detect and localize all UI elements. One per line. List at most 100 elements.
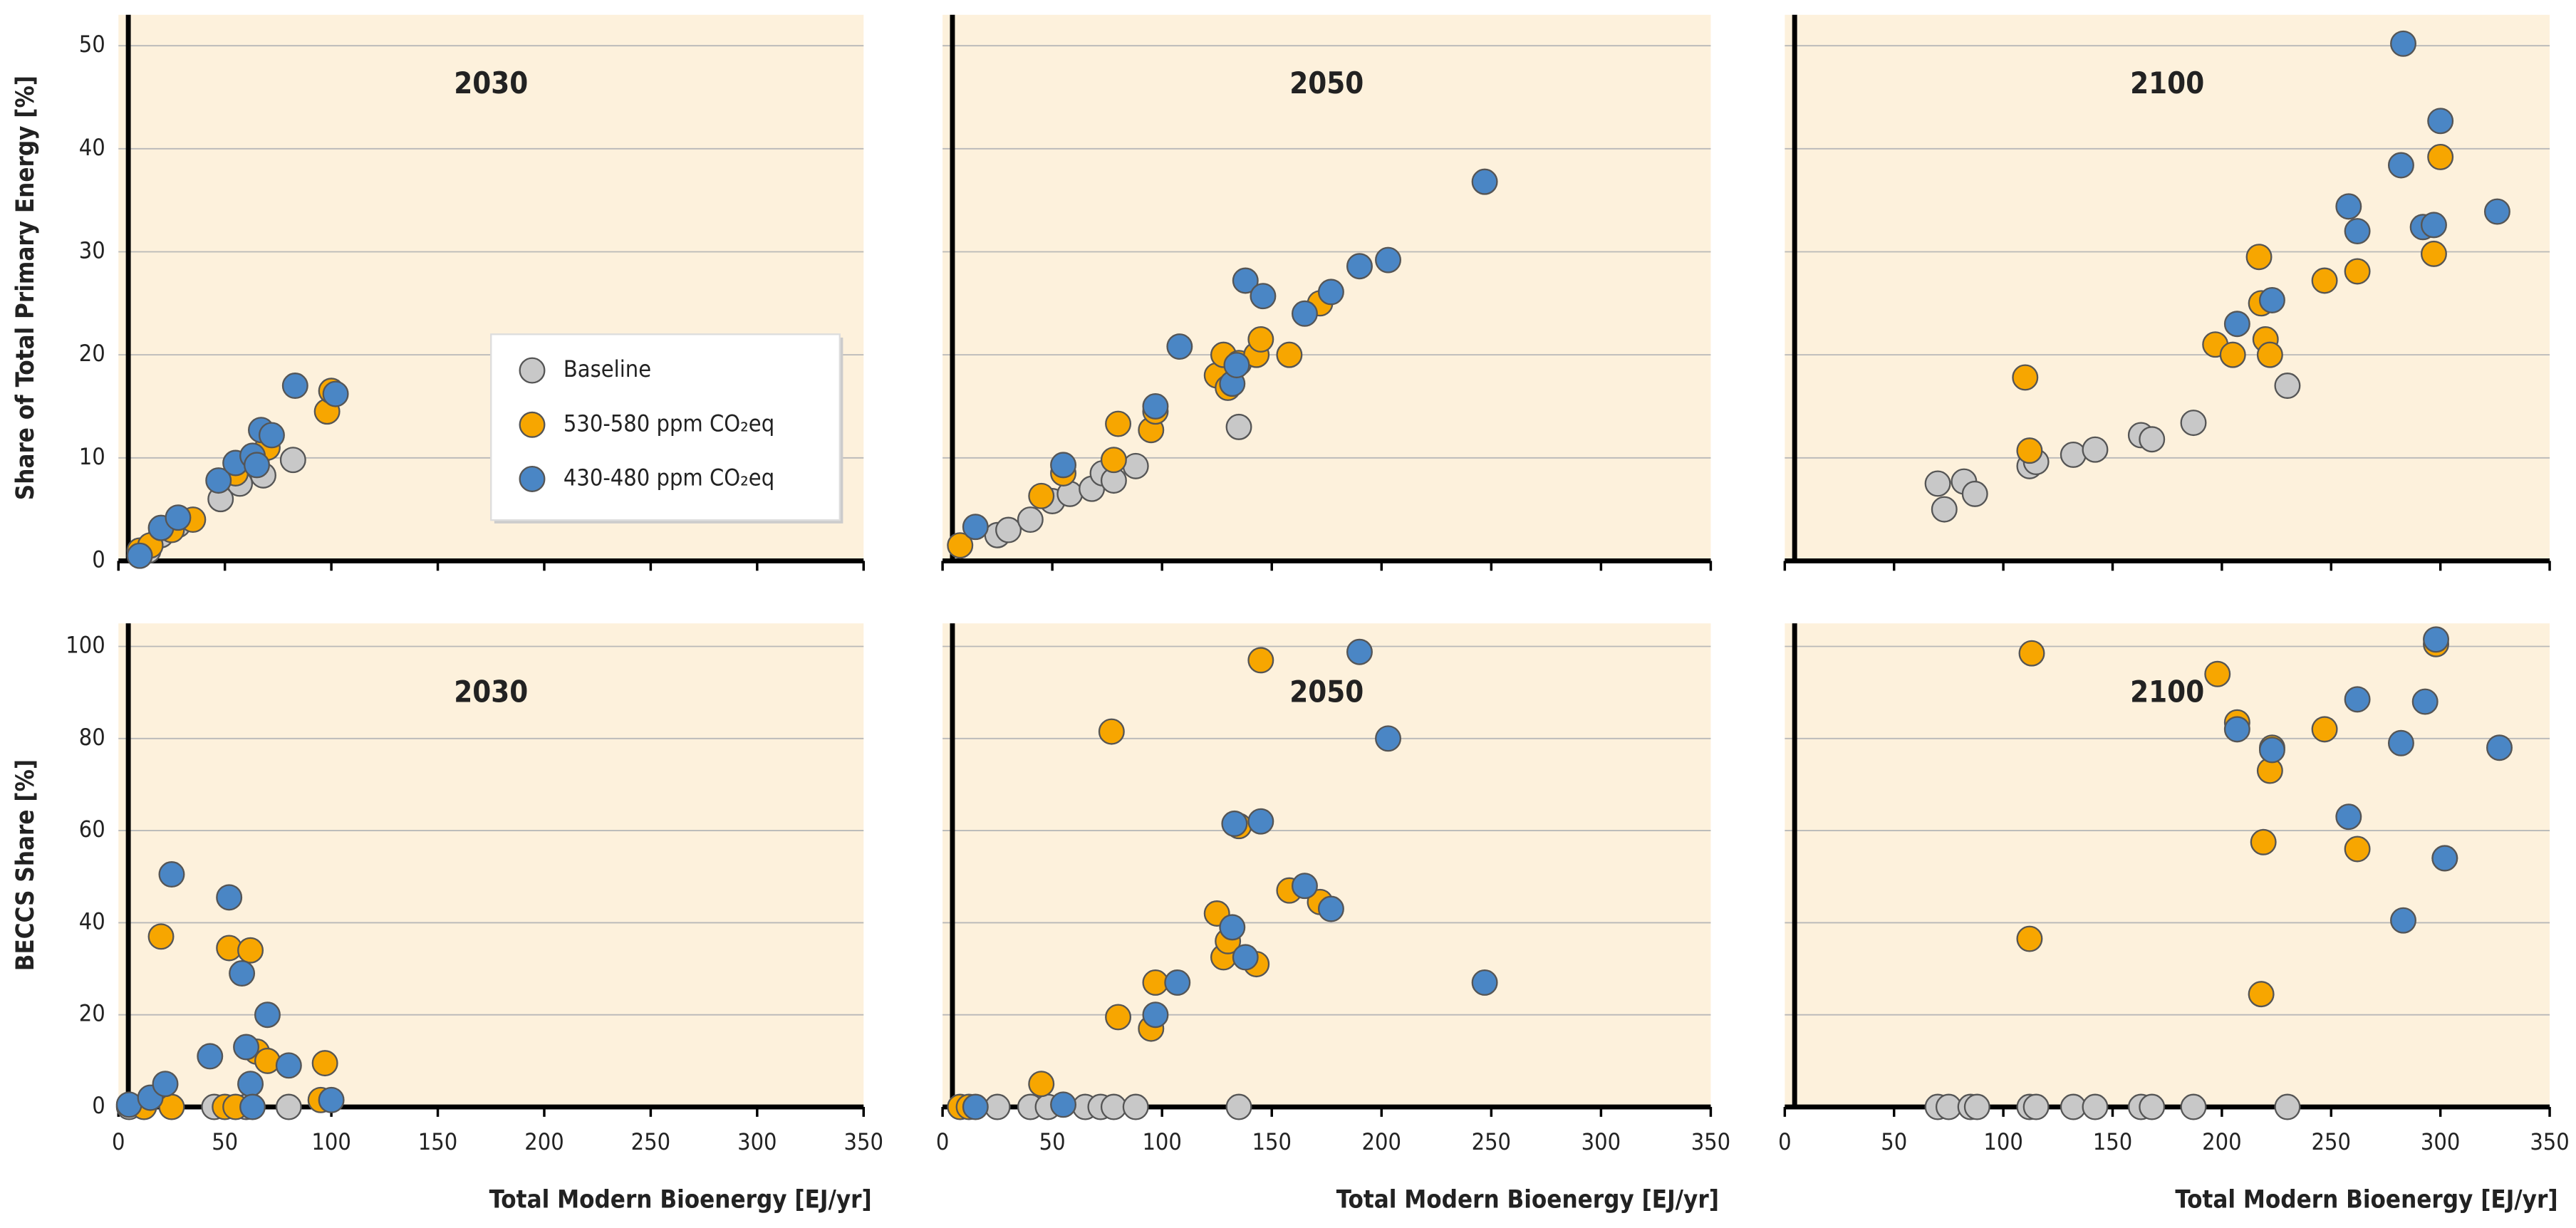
data-point: [322, 380, 349, 407]
x-tick-label: 100: [311, 1128, 350, 1155]
data-point: [2335, 193, 2362, 220]
x-tick-label: 150: [2093, 1128, 2132, 1155]
panel-title: 2030: [454, 66, 528, 100]
data-point: [152, 1071, 179, 1098]
x-tick-label: 250: [631, 1128, 670, 1155]
data-point: [1142, 1001, 1169, 1029]
y-tick-label: 0: [92, 546, 105, 573]
data-point: [1935, 1093, 1962, 1120]
data-point: [2256, 341, 2283, 368]
data-point: [1247, 326, 1274, 353]
data-point: [1098, 718, 1125, 745]
data-point: [1931, 496, 1958, 523]
data-point: [1122, 1093, 1149, 1120]
y-tick-label: 100: [66, 631, 105, 658]
data-point: [2180, 410, 2207, 437]
x-tick-label: 0: [936, 1128, 950, 1155]
x-tick-label: 50: [1881, 1128, 1907, 1155]
data-point: [1225, 413, 1252, 440]
data-point: [995, 516, 1022, 543]
data-point: [1050, 1091, 1077, 1118]
data-point: [1471, 168, 1498, 195]
y-tick-label: 0: [92, 1092, 105, 1119]
data-point: [2387, 152, 2414, 179]
data-point: [2335, 803, 2362, 831]
y-tick-label: 10: [79, 443, 105, 470]
data-point: [244, 452, 270, 479]
panel-title: 2100: [2130, 674, 2204, 709]
data-point: [2258, 286, 2285, 313]
y-tick-label: 30: [79, 236, 105, 264]
data-point: [1250, 283, 1277, 310]
x-tick-label: 100: [1142, 1128, 1181, 1155]
data-point: [126, 542, 153, 569]
y-axis-label: Share of Total Primary Energy [%]: [11, 76, 40, 500]
data-point: [1346, 253, 1373, 280]
data-point: [311, 1050, 338, 1077]
data-point: [2311, 267, 2338, 294]
data-point: [2483, 198, 2510, 225]
plot-background: [942, 623, 1711, 1108]
data-point: [237, 937, 264, 964]
data-point: [1924, 470, 1951, 497]
data-point: [239, 1093, 266, 1120]
x-tick-label: 350: [844, 1128, 883, 1155]
data-point: [1050, 452, 1077, 479]
plot-background: [118, 623, 864, 1108]
data-point: [1317, 279, 1344, 306]
data-point: [205, 467, 232, 494]
data-point: [2060, 1093, 2087, 1120]
y-tick-label: 40: [79, 134, 105, 161]
data-point: [2311, 716, 2338, 743]
legend-box: [490, 333, 841, 521]
data-point: [2427, 108, 2454, 135]
data-point: [2219, 341, 2246, 368]
data-point: [1375, 725, 1402, 752]
data-point: [147, 923, 175, 950]
legend-label: 430-480 ppm CO₂eq: [564, 464, 774, 491]
data-point: [2420, 212, 2447, 239]
data-point: [2427, 143, 2454, 170]
y-tick-label: 40: [79, 907, 105, 935]
panel-title: 2030: [454, 674, 528, 709]
x-tick-label: 0: [112, 1128, 125, 1155]
data-point: [254, 1047, 281, 1074]
data-point: [2423, 626, 2450, 653]
data-point: [962, 1093, 989, 1120]
legend-marker: [519, 411, 546, 438]
data-point: [318, 1086, 345, 1113]
data-point: [237, 1071, 264, 1098]
data-point: [1276, 341, 1303, 368]
data-point: [1223, 352, 1250, 379]
data-point: [1122, 452, 1149, 479]
x-axis-label: Total Modern Bioenergy [EJ/yr]: [489, 1186, 872, 1214]
y-axis-label: BECCS Share [%]: [11, 759, 40, 971]
data-point: [2344, 218, 2371, 245]
data-point: [1291, 873, 1318, 900]
x-tick-label: 250: [1472, 1128, 1511, 1155]
data-point: [1247, 808, 1274, 835]
data-point: [258, 422, 285, 449]
x-axis-label: Total Modern Bioenergy [EJ/yr]: [2175, 1186, 2557, 1214]
data-point: [1105, 1004, 1132, 1031]
data-point: [2204, 660, 2231, 687]
data-point: [1247, 647, 1274, 674]
data-point: [1961, 480, 1988, 507]
data-point: [1166, 333, 1193, 360]
data-point: [1028, 482, 1055, 509]
x-tick-label: 350: [1691, 1128, 1730, 1155]
data-point: [1232, 267, 1259, 294]
data-point: [1225, 1093, 1252, 1120]
data-point: [1164, 969, 1191, 996]
x-tick-label: 300: [2421, 1128, 2460, 1155]
data-point: [2012, 364, 2039, 391]
data-point: [1017, 506, 1044, 534]
data-point: [2082, 436, 2109, 463]
data-point: [2390, 907, 2416, 934]
legend-label: Baseline: [564, 355, 651, 383]
x-tick-label: 300: [1582, 1128, 1621, 1155]
x-tick-label: 50: [212, 1128, 238, 1155]
y-tick-label: 60: [79, 816, 105, 843]
data-point: [2245, 244, 2273, 271]
data-point: [197, 1043, 224, 1070]
